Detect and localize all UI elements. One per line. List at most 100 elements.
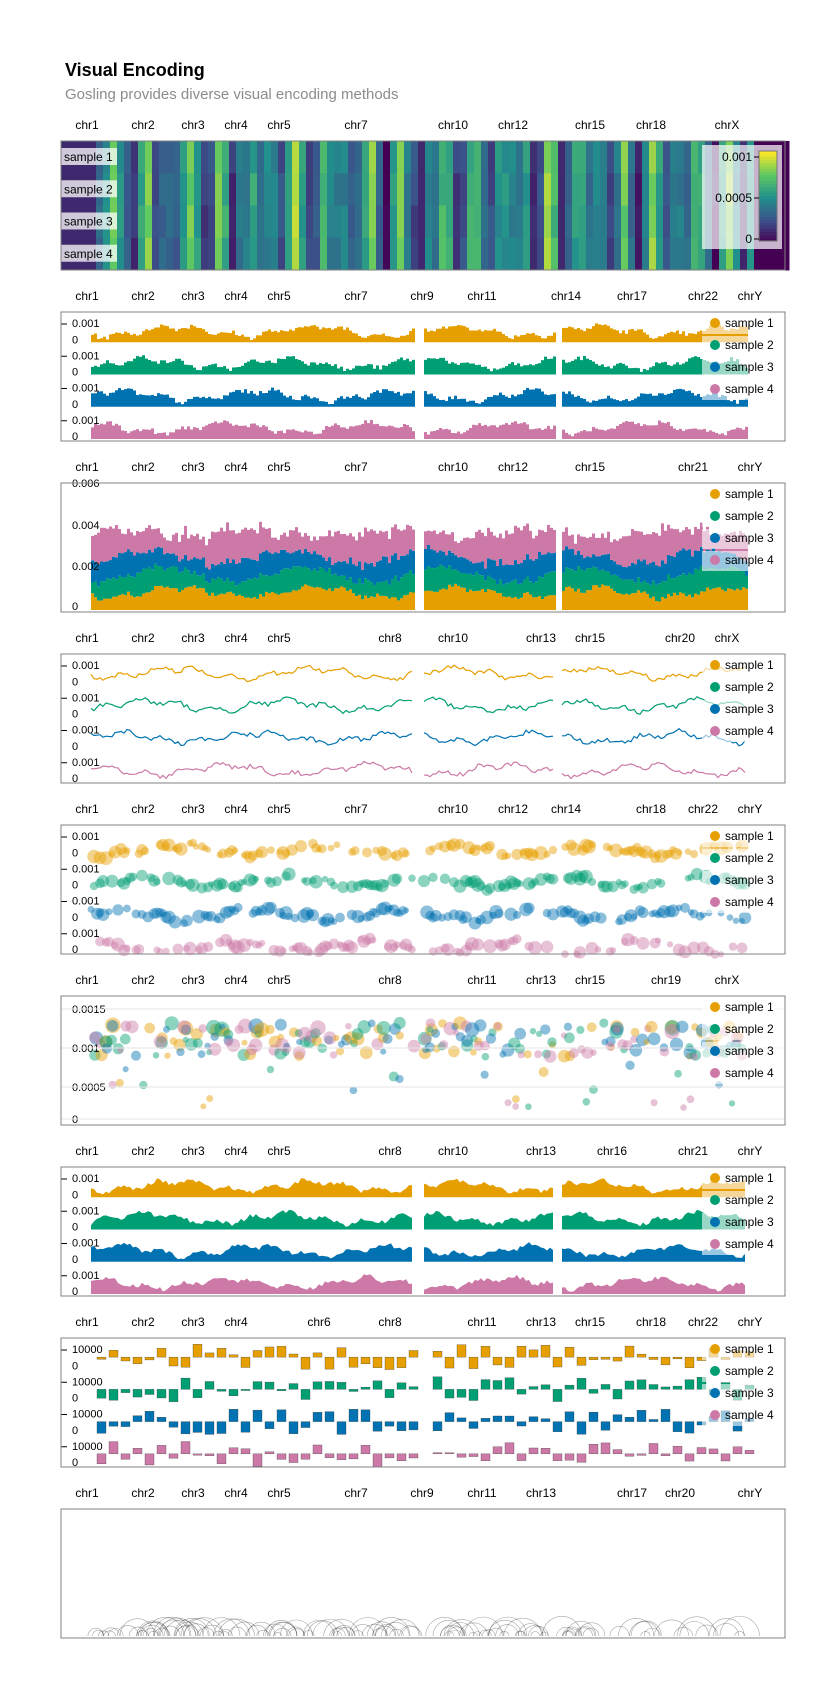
bar-mark bbox=[589, 590, 592, 610]
bar-mark bbox=[439, 532, 442, 551]
bar-mark bbox=[382, 426, 385, 439]
heatmap-cell bbox=[677, 205, 685, 239]
bar-mark bbox=[268, 329, 271, 343]
bar-mark bbox=[505, 583, 508, 597]
bar-mark bbox=[166, 586, 169, 610]
bar-mark bbox=[598, 399, 601, 407]
bar-mark bbox=[577, 327, 580, 343]
bar-mark bbox=[412, 550, 415, 575]
bar-mark bbox=[700, 429, 703, 439]
bar-mark bbox=[343, 587, 346, 610]
track-frame bbox=[60, 140, 786, 271]
bar-mark bbox=[571, 569, 574, 589]
bar-mark bbox=[445, 328, 448, 343]
heatmap-cell bbox=[467, 237, 475, 271]
bar-mark bbox=[520, 583, 523, 598]
heatmap-cell bbox=[600, 173, 608, 206]
bar-mark bbox=[148, 395, 151, 407]
heatmap-cell bbox=[586, 173, 594, 206]
bar-mark bbox=[529, 581, 532, 595]
bar-mark bbox=[433, 331, 436, 343]
bar-mark bbox=[322, 536, 325, 558]
point-mark bbox=[267, 846, 275, 854]
bar-mark bbox=[478, 590, 481, 610]
point-mark bbox=[268, 1035, 282, 1049]
area-series bbox=[562, 1276, 745, 1294]
bar-mark bbox=[739, 589, 742, 610]
bar-mark bbox=[637, 329, 640, 343]
bar-mark bbox=[574, 571, 577, 592]
point-mark bbox=[341, 1034, 352, 1046]
bar-mark bbox=[144, 1411, 155, 1422]
bar-mark bbox=[568, 586, 571, 610]
bar-mark bbox=[583, 570, 586, 593]
point-mark bbox=[577, 1045, 586, 1054]
bar-mark bbox=[619, 593, 622, 610]
bar-mark bbox=[721, 433, 724, 439]
bar-mark bbox=[478, 423, 481, 439]
point-mark bbox=[448, 877, 460, 888]
point-mark bbox=[161, 842, 171, 852]
bar-mark bbox=[193, 571, 196, 586]
heatmap-cell bbox=[782, 237, 790, 271]
heatmap-cell bbox=[271, 173, 279, 206]
bar-mark bbox=[565, 362, 568, 375]
arc-mark bbox=[677, 1616, 717, 1637]
bar-mark bbox=[274, 433, 277, 439]
bar-mark bbox=[523, 334, 526, 343]
bar-mark bbox=[265, 575, 268, 592]
bar-mark bbox=[691, 392, 694, 407]
point-mark bbox=[428, 947, 438, 956]
heatmap-cell bbox=[285, 141, 293, 174]
heatmap-cell bbox=[691, 173, 699, 206]
heatmap-cell bbox=[159, 173, 167, 206]
bar-mark bbox=[628, 421, 631, 439]
bar-mark bbox=[667, 421, 670, 439]
bar-mark bbox=[156, 1389, 167, 1399]
bar-mark bbox=[577, 432, 580, 439]
bar-mark bbox=[121, 390, 124, 407]
point-mark bbox=[93, 851, 107, 865]
point-mark bbox=[192, 1038, 203, 1049]
axis-tick-label: chr19 bbox=[651, 973, 681, 987]
legend-bg bbox=[702, 529, 785, 549]
bar-mark bbox=[637, 590, 640, 610]
bar-mark bbox=[532, 583, 535, 598]
bar-mark bbox=[361, 599, 364, 610]
heatmap-cell bbox=[425, 205, 433, 239]
heatmap-cell bbox=[523, 237, 531, 271]
bar-mark bbox=[136, 572, 139, 597]
point-mark bbox=[566, 908, 576, 919]
bar-mark bbox=[538, 595, 541, 610]
heatmap-cell bbox=[271, 237, 279, 271]
bar-mark bbox=[589, 536, 592, 558]
heatmap-cell bbox=[432, 141, 440, 174]
bar-mark bbox=[625, 333, 628, 343]
bar-mark bbox=[103, 598, 106, 610]
bar-mark bbox=[571, 327, 574, 343]
axis-tick-label: chr12 bbox=[498, 118, 528, 132]
bar-mark bbox=[388, 363, 391, 375]
bar-mark bbox=[142, 531, 145, 553]
colorbar-segment bbox=[759, 193, 777, 197]
point-mark bbox=[244, 1048, 257, 1061]
bar-mark bbox=[721, 394, 724, 407]
bar-mark bbox=[118, 388, 121, 407]
heatmap-cell bbox=[411, 141, 419, 174]
bar-mark bbox=[364, 595, 367, 610]
bar-mark bbox=[127, 388, 130, 407]
bar-mark bbox=[733, 590, 736, 610]
bar-mark bbox=[208, 538, 211, 570]
bar-mark bbox=[403, 335, 406, 343]
bar-mark bbox=[684, 1453, 695, 1462]
bar-mark bbox=[180, 1377, 191, 1390]
point-mark bbox=[504, 882, 512, 890]
point-mark bbox=[391, 849, 403, 862]
point-mark bbox=[279, 911, 287, 920]
point-mark bbox=[364, 910, 376, 921]
point-mark bbox=[373, 1024, 383, 1034]
bar-mark bbox=[670, 426, 673, 439]
bar-mark bbox=[163, 432, 166, 439]
point-mark bbox=[555, 905, 569, 918]
